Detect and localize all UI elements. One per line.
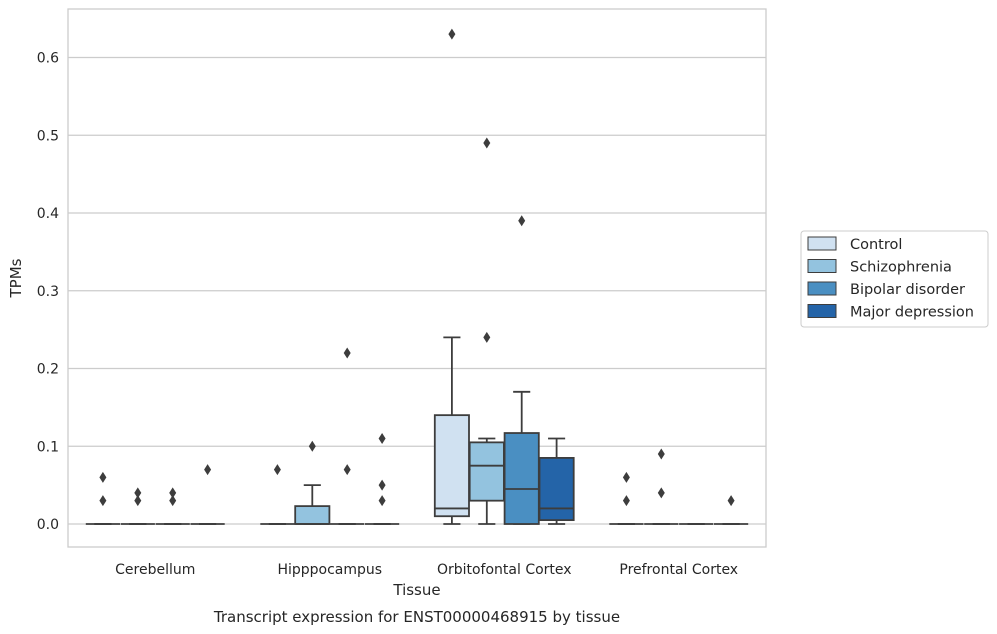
- outlier-point: [99, 471, 107, 483]
- y-tick-label: 0.5: [37, 128, 59, 144]
- legend-swatch: [807, 259, 837, 273]
- box-1-0: [120, 487, 155, 525]
- outlier-point: [378, 495, 386, 507]
- plot-frame: [67, 8, 767, 548]
- outlier-point: [727, 495, 735, 507]
- box-3-3: [713, 495, 749, 525]
- legend-label: Bipolar disorder: [850, 282, 965, 298]
- legend-frame: [800, 230, 989, 328]
- box-0-2: [433, 28, 470, 525]
- outlier-point: [518, 215, 526, 227]
- x-axis-title: Tissue: [392, 581, 440, 599]
- box-body: [433, 414, 470, 518]
- box-2-1: [330, 347, 365, 525]
- outlier-point: [343, 347, 351, 359]
- outlier-point: [169, 487, 177, 499]
- legend-swatch: [807, 304, 837, 318]
- y-tick-label: 0.0: [37, 517, 59, 533]
- box-body: [503, 432, 540, 525]
- outlier-point: [622, 471, 630, 483]
- outlier-point: [622, 495, 630, 507]
- boxes: [85, 28, 749, 525]
- y-tick-label: 0.2: [37, 362, 59, 378]
- outlier-point: [657, 448, 665, 460]
- outlier-point: [204, 464, 212, 476]
- chart-caption: Transcript expression for ENST0000046891…: [213, 608, 620, 626]
- outlier-point: [483, 137, 491, 149]
- box-1-2: [468, 137, 505, 525]
- outlier-point: [273, 464, 281, 476]
- x-axis-ticks: Cerebellum Hipppocampus Orbitofontal Corte…: [115, 562, 738, 578]
- box-0-3: [609, 471, 644, 525]
- y-tick-label: 0.6: [37, 51, 59, 67]
- x-tick-label: Prefrontal Cortex: [619, 562, 738, 578]
- legend: Control Schizophrenia Bipolar disorder Majo…: [800, 230, 989, 328]
- legend-swatch: [807, 281, 837, 296]
- box-3-0: [190, 464, 225, 525]
- box-1-1: [294, 440, 331, 525]
- legend-label: Control: [850, 237, 902, 253]
- outlier-point: [483, 331, 491, 343]
- outlier-point: [378, 479, 386, 491]
- outlier-point: [378, 432, 386, 444]
- box-2-2: [503, 215, 540, 525]
- box-body: [468, 441, 505, 502]
- box-body: [294, 505, 331, 525]
- legend-swatch: [807, 236, 837, 251]
- outlier-point: [99, 495, 107, 507]
- legend-label: Schizophrenia: [850, 260, 952, 276]
- box-0-1: [260, 464, 295, 525]
- box-3-2: [538, 437, 575, 525]
- outlier-point: [134, 495, 142, 507]
- box-0-0: [85, 471, 121, 525]
- x-tick-label: Hipppocampus: [277, 562, 382, 578]
- box-3-1: [364, 432, 400, 525]
- y-axis-title: TPMs: [7, 258, 25, 298]
- gridlines: [68, 56, 766, 525]
- y-tick-label: 0.3: [37, 284, 59, 300]
- y-tick-label: 0.4: [37, 206, 59, 222]
- outlier-point: [169, 495, 177, 507]
- x-tick-label: Orbitofontal Cortex: [437, 562, 572, 578]
- outlier-point: [657, 487, 665, 499]
- legend-label: Major depression: [850, 305, 974, 321]
- x-tick-label: Cerebellum: [115, 562, 195, 578]
- box-2-0: [155, 487, 190, 525]
- outlier-point: [343, 464, 351, 476]
- outlier-point: [134, 487, 142, 499]
- outlier-point: [448, 28, 456, 40]
- y-tick-label: 0.1: [37, 439, 59, 455]
- outlier-point: [308, 440, 316, 452]
- box-body: [538, 457, 575, 522]
- y-axis-ticks: 0.0 0.1 0.2 0.3 0.4 0.5 0.6: [37, 51, 59, 534]
- box-1-3: [644, 448, 679, 525]
